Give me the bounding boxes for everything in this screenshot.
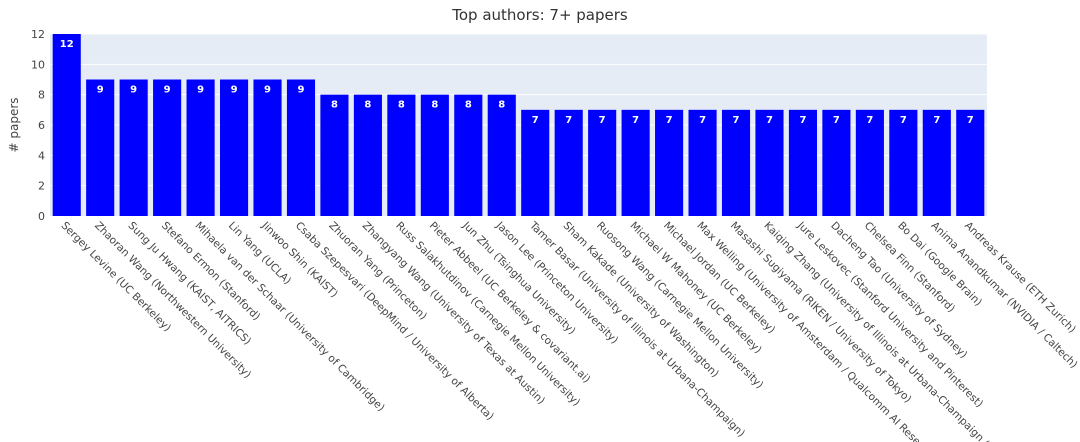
x-tick-label: Zhaoran Wang (Northwestern University) xyxy=(92,220,253,381)
bar xyxy=(621,109,650,216)
y-tick-label: 6 xyxy=(38,119,45,132)
bar xyxy=(855,109,884,216)
bar xyxy=(320,94,349,216)
bar xyxy=(353,94,382,216)
bar-value-label: 8 xyxy=(364,100,371,111)
bar xyxy=(387,94,416,216)
bar xyxy=(688,109,717,216)
bar-value-label: 8 xyxy=(398,100,405,111)
bar-value-label: 7 xyxy=(632,115,639,126)
bar xyxy=(119,79,148,216)
bar-value-label: 9 xyxy=(297,85,304,96)
bar-value-label: 7 xyxy=(799,115,806,126)
bar xyxy=(219,79,249,216)
bar xyxy=(922,109,951,216)
bar-value-label: 7 xyxy=(866,115,873,126)
bar-value-label: 9 xyxy=(130,85,137,96)
y-tick-label: 10 xyxy=(31,58,45,71)
bar-value-label: 8 xyxy=(331,100,338,111)
bar xyxy=(186,79,215,216)
y-tick-label: 0 xyxy=(38,210,45,223)
bar-value-label: 7 xyxy=(599,115,606,126)
y-tick-label: 4 xyxy=(38,149,45,162)
bar xyxy=(286,79,316,216)
bar-value-label: 7 xyxy=(933,115,940,126)
bar-value-label: 7 xyxy=(900,115,907,126)
bar xyxy=(420,94,449,216)
x-tick-label: Jason Lee (Princeton University) xyxy=(493,219,621,347)
bar xyxy=(655,109,684,216)
x-tick-label: Tamer Basar (University of Illinois at U… xyxy=(526,219,747,440)
bar-value-label: 7 xyxy=(666,115,673,126)
bar xyxy=(52,34,81,216)
bar xyxy=(253,79,282,216)
bar-value-label: 7 xyxy=(699,115,706,126)
y-axis-title: # papers xyxy=(7,97,21,152)
bar xyxy=(721,109,751,216)
bar-value-label: 7 xyxy=(766,115,773,126)
bar-value-label: 8 xyxy=(465,100,472,111)
bar-value-label: 9 xyxy=(264,85,271,96)
bar xyxy=(822,109,851,216)
y-tick-label: 8 xyxy=(38,89,45,102)
bar-value-label: 7 xyxy=(733,115,740,126)
bar xyxy=(454,94,483,216)
bar-value-label: 8 xyxy=(431,100,438,111)
y-tick-label: 12 xyxy=(31,28,45,41)
bar-value-label: 7 xyxy=(833,115,840,126)
bar-value-label: 7 xyxy=(967,115,974,126)
bar-value-label: 7 xyxy=(565,115,572,126)
bar-value-label: 8 xyxy=(498,100,505,111)
bar-value-label: 7 xyxy=(532,115,539,126)
x-tick-label: Sham Kakade (University of Washington) xyxy=(561,220,721,380)
bar xyxy=(588,109,617,216)
bar-value-label: 9 xyxy=(164,85,171,96)
bar xyxy=(554,109,583,216)
x-tick-label: Sung Ju Hwang (KAIST, AITRICS) xyxy=(126,220,254,348)
bar xyxy=(521,109,550,216)
bar xyxy=(956,109,985,216)
bar xyxy=(153,79,182,216)
chart-title: Top authors: 7+ papers xyxy=(452,6,628,24)
bar-value-label: 9 xyxy=(197,85,204,96)
bar xyxy=(889,109,918,216)
bar xyxy=(487,94,516,216)
bar xyxy=(86,79,115,216)
bar xyxy=(788,109,818,216)
bar-value-label: 9 xyxy=(97,85,104,96)
bar-value-label: 12 xyxy=(60,39,74,50)
y-tick-label: 2 xyxy=(38,180,45,193)
bar-value-label: 9 xyxy=(231,85,238,96)
bar xyxy=(755,109,784,216)
